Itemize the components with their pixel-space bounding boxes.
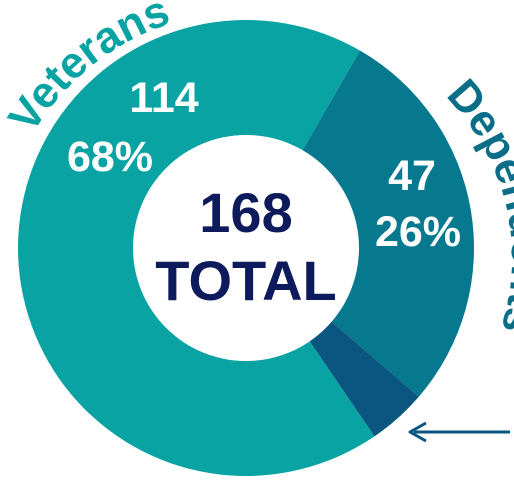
- total-value: 168: [199, 181, 292, 244]
- arrow-head-icon: [408, 421, 427, 443]
- veterans-value-label: 114: [129, 74, 198, 122]
- dependents-percent-label: 26%: [375, 208, 461, 256]
- donut-slice-dependents: [246, 50, 475, 397]
- dependents-value-label: 47: [388, 152, 436, 200]
- arrow-pointer: [408, 421, 510, 443]
- donut-hole: [133, 135, 359, 361]
- total-label: TOTAL: [155, 249, 336, 312]
- veterans-percent-label: 68%: [67, 133, 153, 181]
